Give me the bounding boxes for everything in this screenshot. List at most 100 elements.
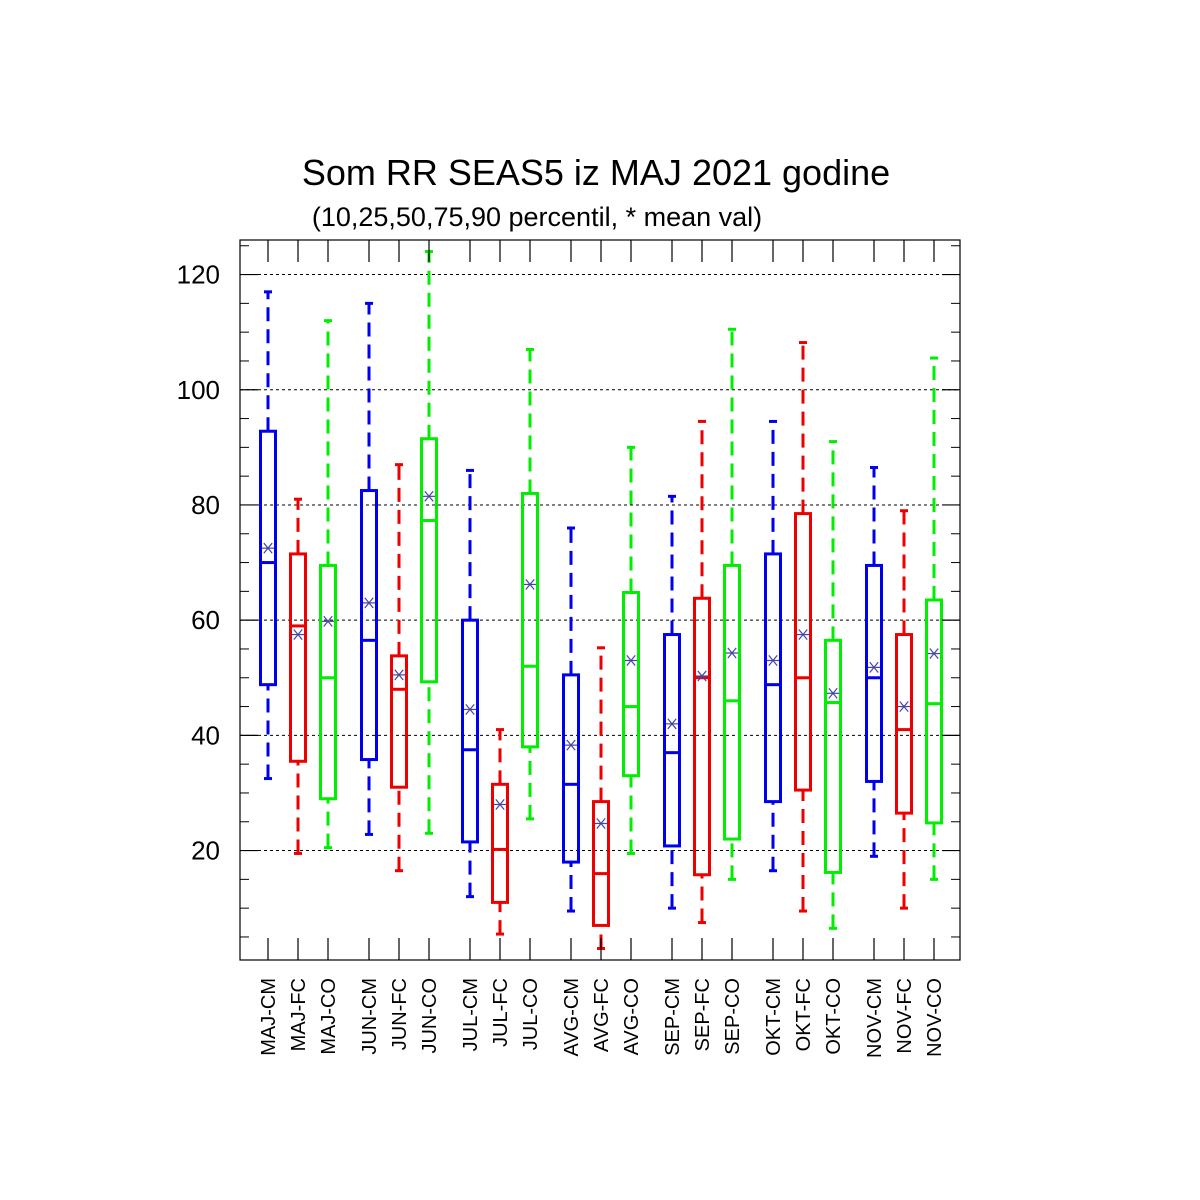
box-jul-fc <box>491 728 509 936</box>
mean-marker-stroke <box>424 490 434 502</box>
xtick-label: MAJ-CO <box>318 978 340 1055</box>
mean-marker-stroke <box>465 703 475 715</box>
xtick-label: OKT-FC <box>793 978 815 1051</box>
chart-title: Som RR SEAS5 iz MAJ 2021 godine <box>302 152 890 193</box>
box-iqr <box>764 552 782 804</box>
mean-marker <box>696 670 708 682</box>
box-maj-co <box>319 319 337 850</box>
box-iqr <box>693 596 711 877</box>
mean-marker-stroke <box>929 648 939 660</box>
boxes-layer <box>259 250 943 950</box>
mean-marker-stroke <box>768 654 778 666</box>
box-iqr <box>794 512 812 792</box>
mean-marker <box>625 654 637 666</box>
mean-marker <box>262 542 274 554</box>
box-iqr <box>925 598 943 825</box>
box-maj-fc <box>289 497 307 855</box>
box-sep-cm <box>663 494 681 910</box>
mean-marker-stroke <box>828 687 838 699</box>
mean-marker <box>868 661 880 673</box>
mean-marker <box>524 578 536 590</box>
box-iqr <box>319 563 337 801</box>
xtick-label: MAJ-FC <box>288 978 310 1051</box>
box-sep-fc <box>693 419 711 925</box>
box-iqr <box>259 429 277 687</box>
mean-marker <box>292 629 304 641</box>
box-iqr <box>663 633 681 848</box>
box-iqr <box>521 491 539 749</box>
axes-layer: 20 40 60 80 100 120 MAJ-CM MAJ-FC MAJ-CO JUN-CM JU… <box>177 240 960 1058</box>
box-jul-cm <box>461 468 479 899</box>
xtick-label: OKT-CM <box>763 978 785 1056</box>
xtick-label: JUL-FC <box>490 978 512 1047</box>
box-jun-cm <box>360 301 378 836</box>
box-jun-co <box>420 250 438 835</box>
mean-marker-stroke <box>596 818 606 829</box>
box-iqr <box>895 633 913 815</box>
box-nov-co <box>925 356 943 881</box>
box-iqr <box>491 782 509 904</box>
xtick-label: NOV-CM <box>864 978 886 1058</box>
box-jul-co <box>521 347 539 821</box>
ytick-label: 20 <box>191 836 220 866</box>
box-iqr <box>562 673 580 864</box>
mean-marker <box>423 490 435 502</box>
mean-marker <box>464 703 476 715</box>
mean-marker <box>363 597 375 609</box>
plot-frame <box>239 239 961 961</box>
mean-marker <box>565 739 577 751</box>
xtick-label: SEP-FC <box>692 978 714 1051</box>
box-iqr <box>824 638 842 874</box>
box-iqr <box>289 552 307 763</box>
box-sep-co <box>723 327 741 881</box>
box-okt-cm <box>764 419 782 873</box>
mean-marker-stroke <box>899 701 909 713</box>
ytick-label: 100 <box>177 375 220 405</box>
mean-marker <box>666 718 678 730</box>
ytick-label: 80 <box>191 490 220 520</box>
xtick-label: JUL-CM <box>460 978 482 1051</box>
xtick-label: JUN-CM <box>359 978 381 1055</box>
mean-marker-stroke <box>394 669 404 681</box>
box-avg-co <box>622 445 640 855</box>
mean-marker <box>767 654 779 666</box>
box-nov-cm <box>865 466 883 858</box>
box-iqr <box>390 654 408 789</box>
xtick-label: JUN-FC <box>389 978 411 1050</box>
box-iqr <box>461 618 479 844</box>
ytick-label: 60 <box>191 605 220 635</box>
mean-marker-stroke <box>263 542 273 554</box>
xtick-label: AVG-FC <box>591 978 613 1052</box>
ytick-label: 120 <box>177 260 220 290</box>
box-okt-co <box>824 440 842 930</box>
xtick-label: AVG-CM <box>561 978 583 1057</box>
mean-marker-stroke <box>798 629 808 641</box>
mean-marker <box>726 647 738 659</box>
box-iqr <box>865 563 883 783</box>
xtick-label: SEP-CM <box>662 978 684 1056</box>
xtick-label: JUL-CO <box>520 978 542 1050</box>
box-nov-fc <box>895 509 913 910</box>
mean-marker <box>393 669 405 681</box>
box-jun-fc <box>390 463 408 873</box>
mean-marker <box>898 701 910 713</box>
box-iqr <box>360 489 378 762</box>
mean-marker-stroke <box>293 629 303 641</box>
mean-marker <box>595 818 607 829</box>
xtick-label: SEP-CO <box>722 978 744 1055</box>
mean-marker-stroke <box>525 578 535 590</box>
mean-marker-stroke <box>364 597 374 609</box>
mean-marker-stroke <box>727 647 737 659</box>
mean-marker <box>827 687 839 699</box>
mean-marker-stroke <box>323 615 333 627</box>
box-iqr <box>592 800 610 927</box>
mean-marker-stroke <box>697 670 707 682</box>
xtick-label: NOV-CO <box>924 978 946 1057</box>
xtick-label: JUN-CO <box>419 978 441 1054</box>
xtick-label: NOV-FC <box>894 978 916 1054</box>
mean-marker <box>494 798 506 810</box>
mean-marker-stroke <box>869 661 879 673</box>
ytick-label: 40 <box>191 720 220 750</box>
